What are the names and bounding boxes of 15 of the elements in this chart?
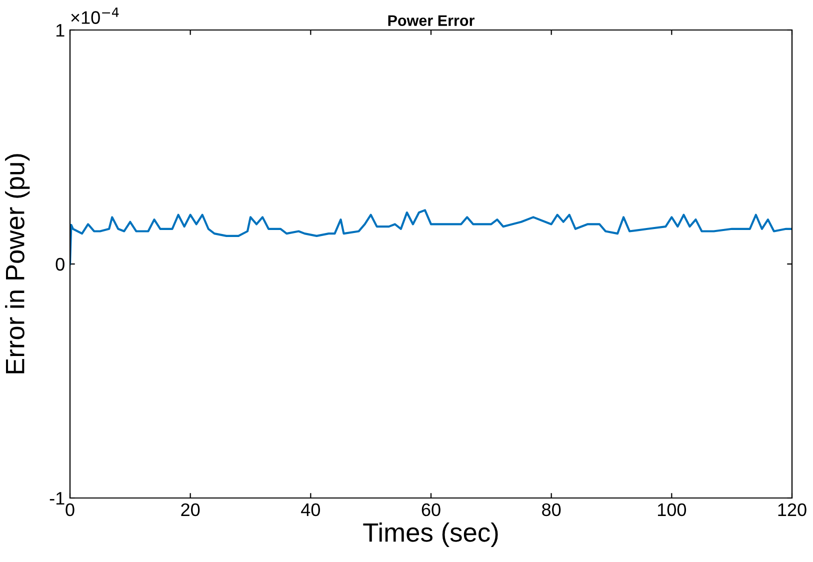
line-series — [70, 209, 792, 266]
text: ×10$^{−4}$ — [71, 8, 119, 24]
x-tick-label: 40 — [301, 503, 320, 516]
x-tick-label: 100 — [658, 503, 686, 516]
y-tick-label: -1 — [50, 492, 64, 505]
y-tick-label: 0 — [56, 258, 64, 271]
y-axis-title: Error in Power (pu) — [5, 154, 30, 374]
chart-title: Power Error — [388, 15, 474, 26]
x-tick-label: 20 — [181, 503, 200, 516]
x-tick-label: 60 — [422, 503, 440, 516]
x-tick-label: 80 — [542, 503, 561, 516]
x-tick-label: 0 — [66, 503, 74, 516]
x-tick-label: 120 — [778, 503, 806, 516]
x-axis-title: Times (sec) — [363, 522, 498, 548]
y-tick-label: 1 — [56, 24, 64, 37]
